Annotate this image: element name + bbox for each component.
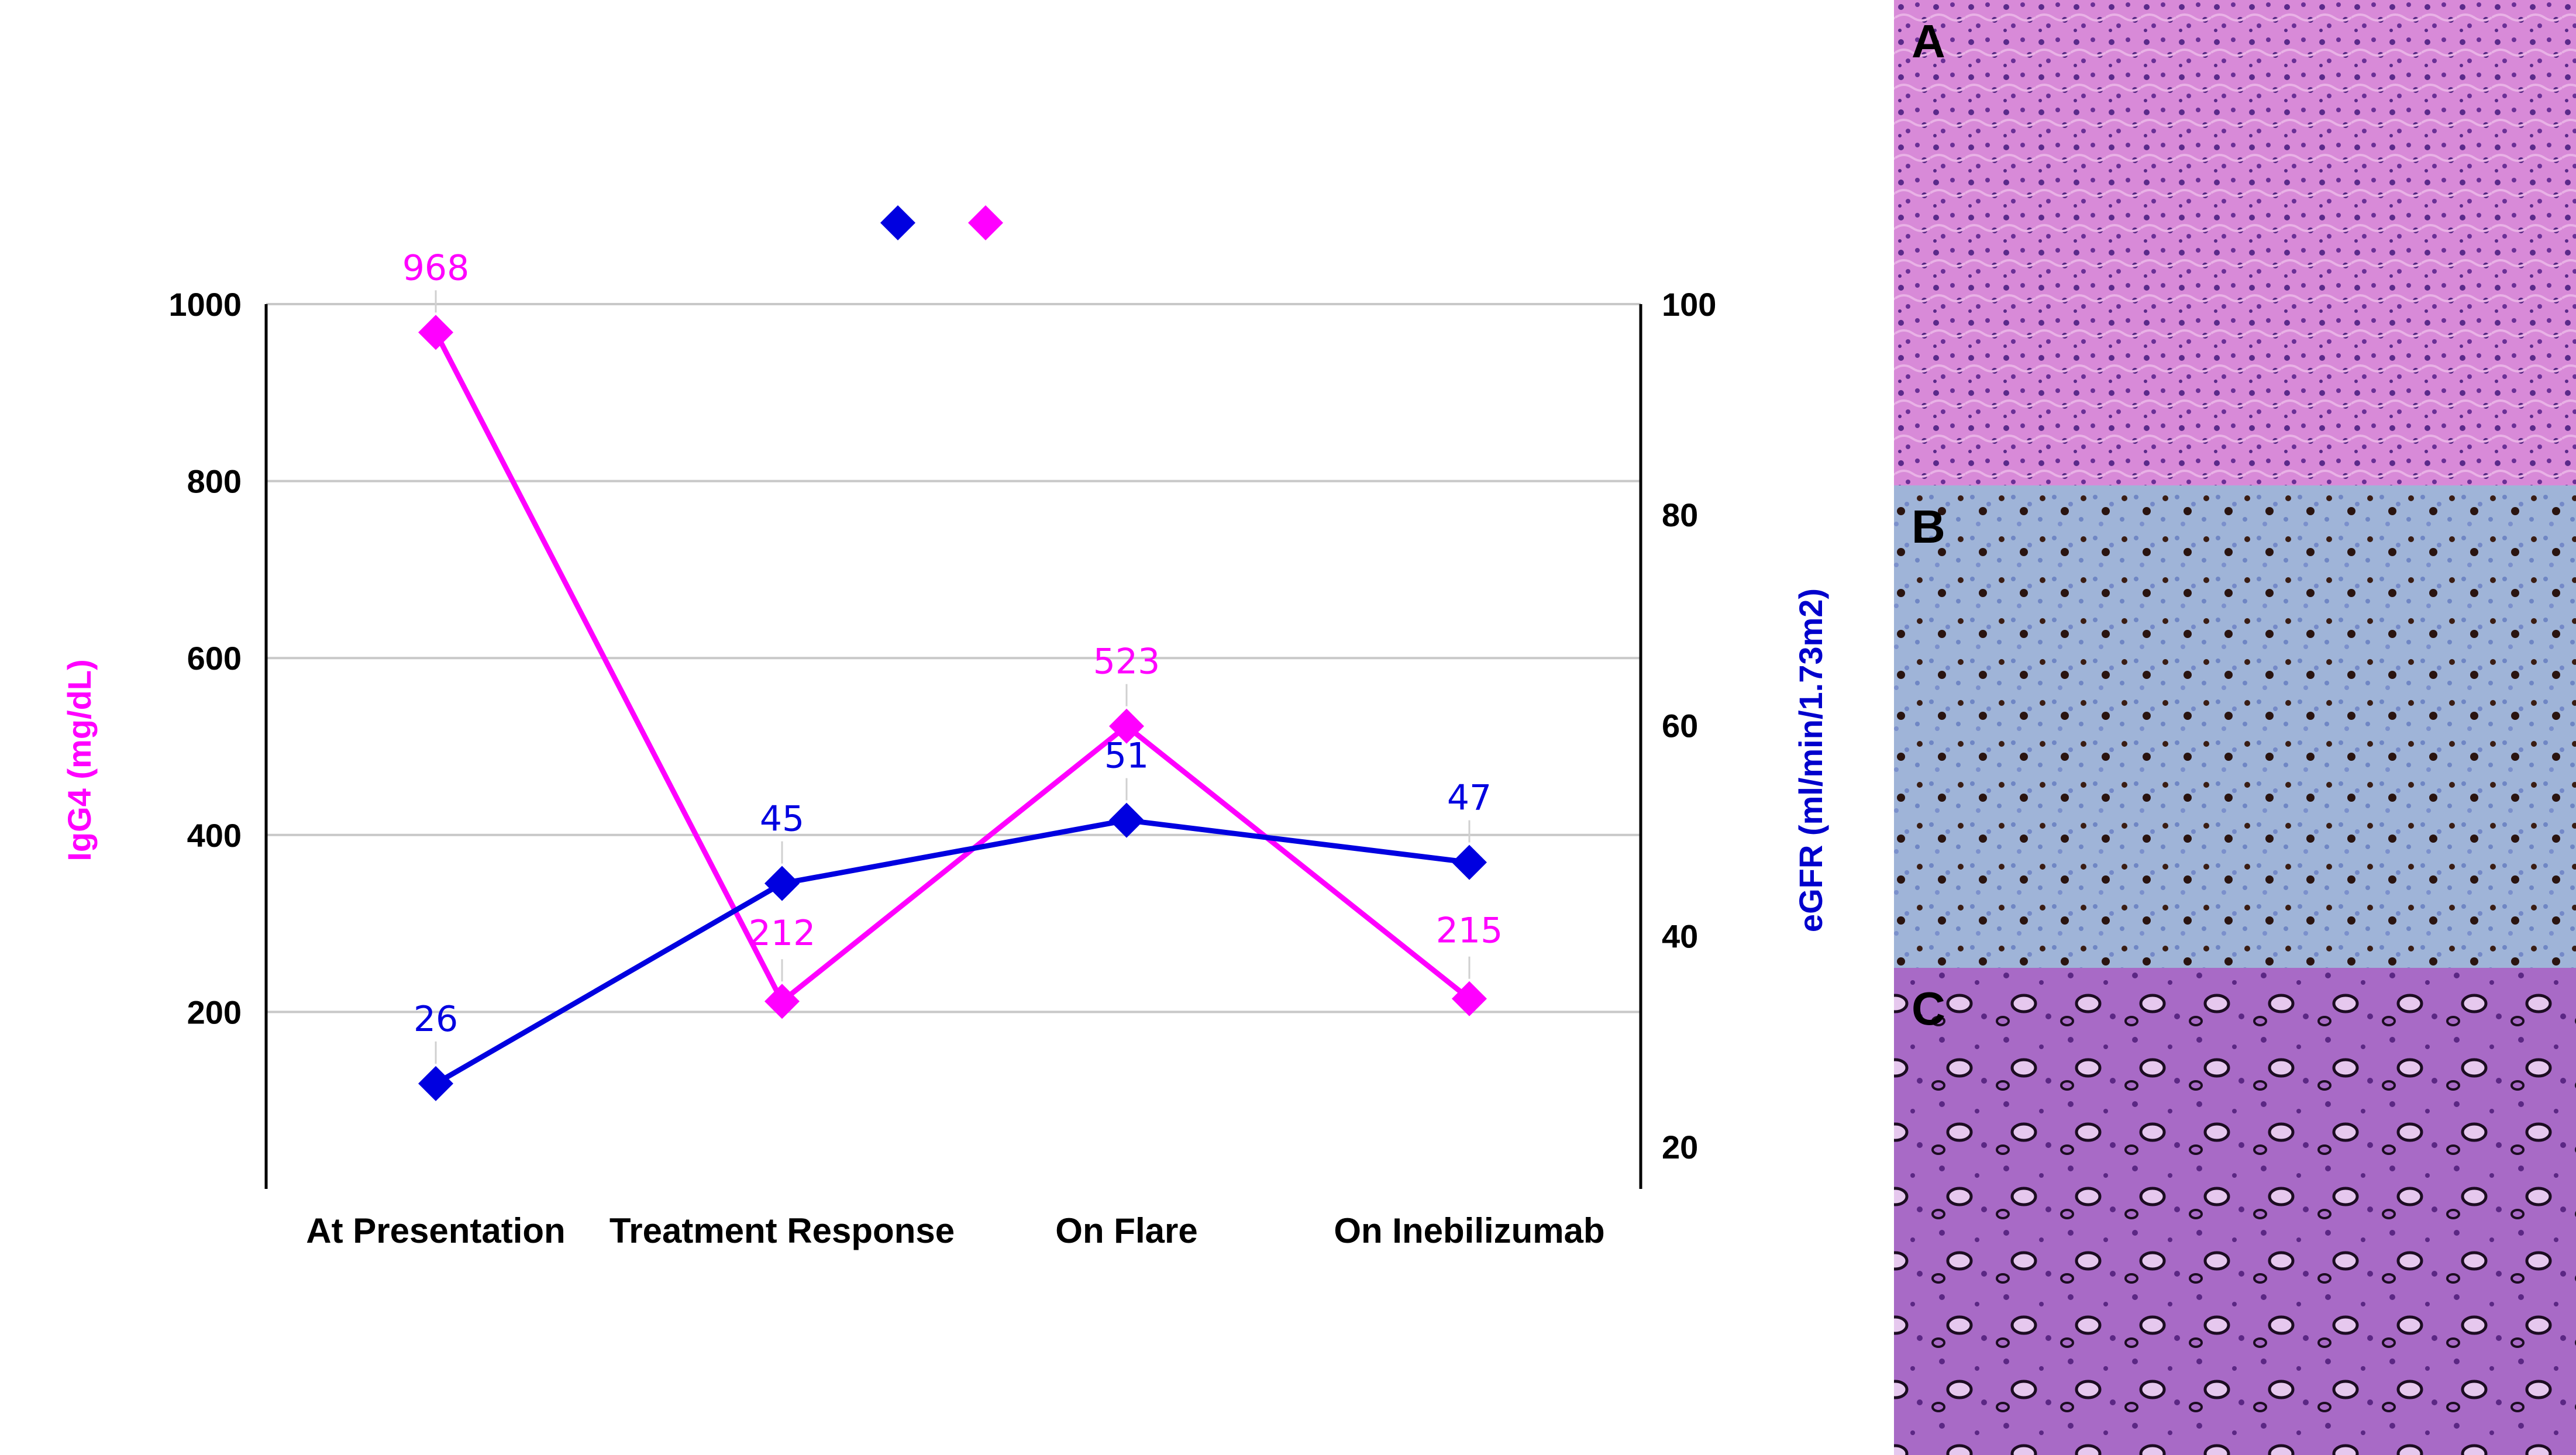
series-1: 26 45 51 47 — [414, 736, 1492, 1101]
category-label-3: On Inebilizumab — [1334, 1211, 1604, 1250]
right-tick-label-3: 80 — [1662, 497, 1698, 533]
series-0-point-1 — [764, 984, 800, 1019]
panel-a-letter: A — [1912, 15, 1945, 67]
series-1-data-label-1: 45 — [760, 799, 804, 840]
series-0-point-3 — [1452, 981, 1487, 1016]
panel-a-image — [1894, 0, 2576, 485]
series-0-point-0 — [418, 315, 453, 350]
gridlines — [266, 303, 1641, 1013]
series-1-data-label-0: 26 — [414, 999, 458, 1040]
panel-b-image — [1894, 485, 2576, 968]
category-label-1: Treatment Response — [609, 1211, 955, 1250]
series-0-data-label-2: 523 — [1093, 642, 1160, 682]
right-tick-label-4: 100 — [1662, 286, 1716, 323]
right-tick-label-1: 40 — [1662, 918, 1698, 955]
category-label-2: On Flare — [1055, 1211, 1197, 1250]
left-tick-label-4: 1000 — [168, 286, 242, 323]
series-0: 968 212 523 215 — [402, 247, 1503, 1019]
series-1-data-label-3: 47 — [1447, 778, 1492, 819]
series-0-data-label-0: 968 — [402, 247, 470, 288]
legend-marker-1 — [968, 205, 1003, 240]
series-1-point-2 — [1109, 802, 1144, 838]
histology-panels: A B C — [1894, 0, 2576, 1455]
left-axis-label: IgG4 (mg/dL) — [61, 659, 98, 861]
series-1-point-1 — [764, 866, 800, 901]
right-tick-label-0: 20 — [1662, 1129, 1698, 1166]
series-1-point-3 — [1452, 844, 1487, 880]
series-0-data-label-1: 212 — [749, 913, 816, 954]
series-1-line — [434, 818, 1470, 1086]
series-layer: 968 212 523 215 26 45 51 47 — [402, 247, 1503, 1101]
legend-marker-0 — [880, 205, 915, 240]
series-0-data-label-3: 215 — [1436, 911, 1503, 951]
right-axis-ticks: 20 40 60 80 100 — [1662, 286, 1716, 1166]
category-label-0: At Presentation — [306, 1211, 565, 1250]
legend — [880, 205, 1003, 240]
category-labels: At Presentation Treatment Response On Flar… — [306, 1211, 1604, 1250]
series-1-point-0 — [418, 1066, 453, 1101]
right-axis-label: eGFR (ml/min/1.73m2) — [1792, 588, 1829, 932]
series-0-point-2 — [1109, 708, 1144, 744]
left-tick-label-1: 400 — [187, 817, 242, 854]
panel-c-image — [1894, 968, 2576, 1455]
panel-b-letter: B — [1912, 501, 1945, 553]
left-tick-label-3: 800 — [187, 463, 242, 500]
series-0-line — [433, 331, 1471, 1004]
left-axis-ticks: 200 400 600 800 1000 — [168, 286, 242, 1030]
series-1-data-label-2: 51 — [1104, 736, 1149, 777]
left-tick-label-0: 200 — [187, 994, 242, 1030]
axes — [264, 304, 1642, 1189]
panel-c-letter: C — [1912, 982, 1945, 1035]
left-tick-label-2: 600 — [187, 640, 242, 677]
right-tick-label-2: 60 — [1662, 707, 1698, 744]
